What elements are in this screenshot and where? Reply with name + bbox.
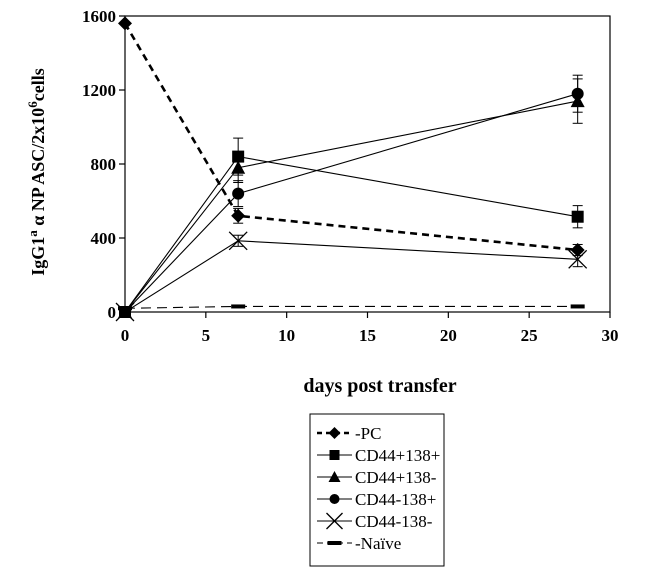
series-4-line xyxy=(124,240,578,313)
legend-label-0: -PC xyxy=(355,424,381,443)
legend-marker-2 xyxy=(328,471,341,482)
x-tick-label-2: 10 xyxy=(278,326,295,345)
y-tick-label-4: 1600 xyxy=(82,7,116,26)
series-4 xyxy=(115,231,588,322)
series-2-line xyxy=(124,100,578,313)
legend-marker-0 xyxy=(328,427,341,439)
series-4-point-2 xyxy=(568,249,588,269)
legend: -PC CD44+138+ CD44+138- CD44-138+ CD44-138- -… xyxy=(309,413,445,567)
y-tick-label-2: 800 xyxy=(91,155,117,174)
y-tick-label-3: 1200 xyxy=(82,81,116,100)
plot-frame xyxy=(124,15,611,313)
x-tick-label-0: 0 xyxy=(121,326,130,345)
series-0-point-1 xyxy=(231,208,246,223)
legend-marker-4 xyxy=(326,512,343,530)
series-5-line xyxy=(124,305,578,309)
series-5-point-2 xyxy=(570,304,585,309)
x-tick-label-1: 5 xyxy=(202,326,211,345)
legend-marker-3 xyxy=(329,494,340,504)
series-layer xyxy=(115,16,588,322)
axes: 0 400 800 1200 1600 0 5 10 15 20 25 30 xyxy=(82,7,619,345)
x-tick-label-3: 15 xyxy=(359,326,376,345)
y-axis-title: IgG1a α NP ASC/2x106cells xyxy=(25,68,48,276)
series-2-point-1 xyxy=(231,160,246,174)
legend-box xyxy=(309,413,445,567)
series-4-point-0-stroke-b xyxy=(115,302,135,322)
series-0 xyxy=(118,16,585,258)
x-tick-label-5: 25 xyxy=(521,326,538,345)
series-4-point-1-stroke-b xyxy=(228,231,248,251)
legend-marker-4-stroke-b xyxy=(326,512,343,530)
series-1-line xyxy=(124,155,578,313)
series-0-point-0 xyxy=(118,16,132,31)
series-5-point-1 xyxy=(231,304,246,309)
series-4-point-0 xyxy=(115,302,135,322)
series-2 xyxy=(118,78,585,318)
series-1-point-2 xyxy=(571,210,584,223)
x-tick-label-6: 30 xyxy=(602,326,619,345)
series-3-line xyxy=(124,93,578,313)
x-axis-title: days post transfer xyxy=(303,375,456,397)
legend-label-5: -Naïve xyxy=(355,534,401,553)
series-5 xyxy=(118,304,585,311)
x-tick-label-4: 20 xyxy=(440,326,457,345)
legend-label-4: CD44-138- xyxy=(355,512,433,531)
legend-label-3: CD44-138+ xyxy=(355,490,436,509)
series-0-line xyxy=(123,22,578,252)
series-0-point-2 xyxy=(570,243,585,258)
legend-label-1: CD44+138+ xyxy=(355,446,440,465)
series-4-point-1 xyxy=(228,231,248,251)
y-tick-label-1: 400 xyxy=(91,229,117,248)
legend-marker-5 xyxy=(327,541,342,545)
legend-label-2: CD44+138- xyxy=(355,468,437,487)
series-5-point-0 xyxy=(118,306,132,311)
y-tick-label-0: 0 xyxy=(108,303,117,322)
series-4-point-2-stroke-b xyxy=(568,249,588,269)
legend-marker-1 xyxy=(329,450,340,460)
series-3 xyxy=(119,74,584,318)
series-3-point-1 xyxy=(232,187,245,200)
series-3-point-2 xyxy=(571,87,584,100)
